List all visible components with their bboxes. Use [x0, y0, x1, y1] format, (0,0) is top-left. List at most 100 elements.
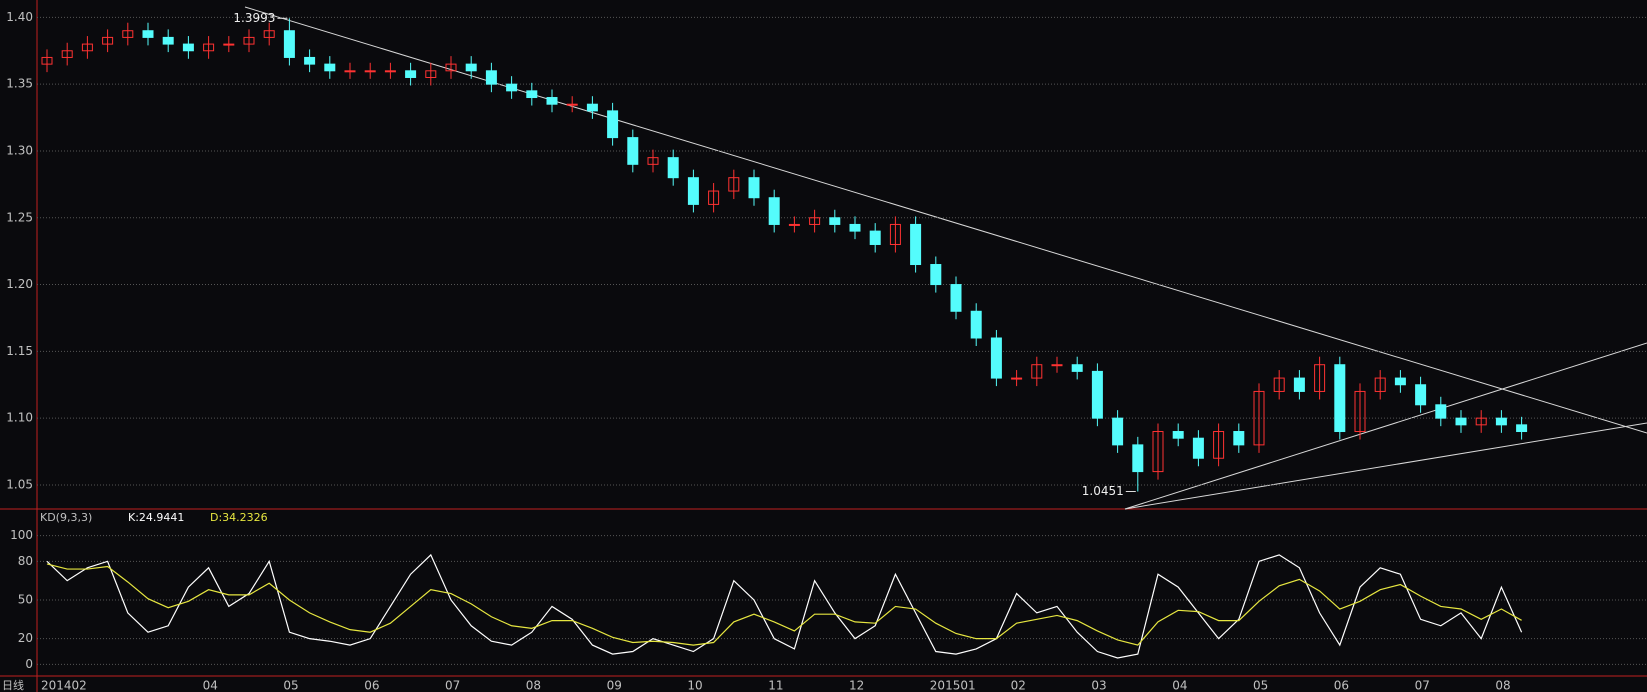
candle-body	[1192, 437, 1204, 459]
candle-body	[425, 70, 437, 78]
candle-body	[1293, 377, 1305, 392]
trend-line	[1124, 422, 1647, 510]
x-tick-label: 02	[1011, 679, 1026, 692]
kd-title: KD(9,3,3)	[40, 511, 92, 524]
candle-body	[1394, 377, 1406, 386]
candle-body	[829, 217, 841, 225]
candle-body	[384, 70, 396, 73]
k-value: K:24.9441	[128, 511, 184, 524]
candle-body	[526, 90, 538, 99]
candle-body	[586, 103, 598, 112]
candle-body	[1051, 364, 1063, 367]
y-tick-label: 1.25	[6, 210, 33, 224]
candle-body	[324, 63, 336, 72]
candle-body	[122, 30, 134, 38]
candle-body	[203, 43, 215, 52]
candle-body	[1354, 390, 1366, 433]
candle-body	[1011, 377, 1023, 380]
x-tick-label: 04	[1172, 679, 1187, 692]
y-tick-label: 20	[18, 631, 33, 645]
candle-body	[81, 43, 93, 52]
x-tick-label: 08	[526, 679, 541, 692]
x-tick-label: 12	[849, 679, 864, 692]
candle-body	[950, 284, 962, 312]
candle-body	[364, 70, 376, 73]
kd-line	[46, 553, 1523, 659]
trend-line	[1124, 342, 1647, 510]
candle-body	[708, 190, 720, 205]
candle-body	[546, 97, 558, 105]
y-tick-label: 1.30	[6, 143, 33, 157]
candle-body	[990, 337, 1002, 379]
y-tick-label: 1.15	[6, 344, 33, 358]
y-tick-label: 1.35	[6, 77, 33, 91]
kd-line	[46, 563, 1522, 646]
candle-body	[1455, 417, 1467, 426]
candle-body	[445, 63, 457, 72]
candle-body	[1435, 404, 1447, 419]
candle-body	[223, 43, 235, 46]
candle-body	[1152, 431, 1164, 473]
x-tick-label: 05	[1253, 679, 1268, 692]
candle-body	[1374, 377, 1386, 392]
candle-body	[566, 103, 578, 106]
candle-body	[728, 177, 740, 192]
candle-body	[768, 197, 780, 225]
x-tick-label: 04	[203, 679, 218, 692]
x-tick-label: 06	[1334, 679, 1349, 692]
x-tick-label: 06	[364, 679, 379, 692]
candle-body	[304, 56, 316, 65]
candle-body	[1233, 431, 1245, 446]
candle-body	[142, 30, 154, 38]
y-tick-label: 100	[10, 528, 33, 542]
x-tick-label: 201501	[930, 679, 976, 692]
y-tick-label: 1.10	[6, 411, 33, 425]
y-tick-label: 1.20	[6, 277, 33, 291]
candle-body	[41, 56, 53, 65]
candle-body	[405, 70, 417, 78]
y-tick-label: 80	[18, 554, 33, 568]
candle-body	[1091, 370, 1103, 419]
d-value: D:34.2326	[210, 511, 268, 524]
candle-body	[627, 137, 639, 165]
candle-body	[1253, 390, 1265, 446]
x-tick-label: 07	[1415, 679, 1430, 692]
candle-body	[1475, 417, 1487, 426]
candle-body	[162, 36, 174, 45]
candle-body	[465, 63, 477, 72]
candle-body	[1495, 417, 1507, 426]
candle-body	[809, 217, 821, 225]
candle-body	[970, 310, 982, 339]
candle-body	[506, 83, 518, 92]
candle-body	[182, 43, 194, 52]
x-tick-label: 11	[768, 679, 783, 692]
candle-body	[1213, 431, 1225, 459]
candle-body	[1172, 431, 1184, 439]
y-tick-label: 0	[25, 657, 33, 671]
candle-body	[849, 223, 861, 232]
candle-body	[1273, 377, 1285, 392]
annotation-label: 1.0451	[1082, 484, 1124, 498]
candle-body	[102, 36, 114, 45]
candle-body	[647, 157, 659, 165]
x-tick-label: 10	[687, 679, 702, 692]
candle-body	[485, 70, 497, 85]
y-tick-label: 1.40	[6, 10, 33, 24]
x-tick-label: 03	[1091, 679, 1106, 692]
candle-body	[748, 177, 760, 199]
candle-body	[263, 30, 275, 38]
candle-body	[1112, 417, 1124, 446]
candle-body	[869, 230, 881, 245]
candle-body	[1334, 364, 1346, 433]
candle-body	[687, 177, 699, 205]
x-tick-label: 08	[1495, 679, 1510, 692]
candle-body	[243, 36, 255, 45]
y-tick-label: 1.05	[6, 477, 33, 491]
candle-body	[1071, 364, 1083, 372]
x-tick-label: 05	[283, 679, 298, 692]
candle-body	[889, 223, 901, 245]
x-tick-label: 07	[445, 679, 460, 692]
annotation-label: 1.3993	[233, 11, 275, 25]
